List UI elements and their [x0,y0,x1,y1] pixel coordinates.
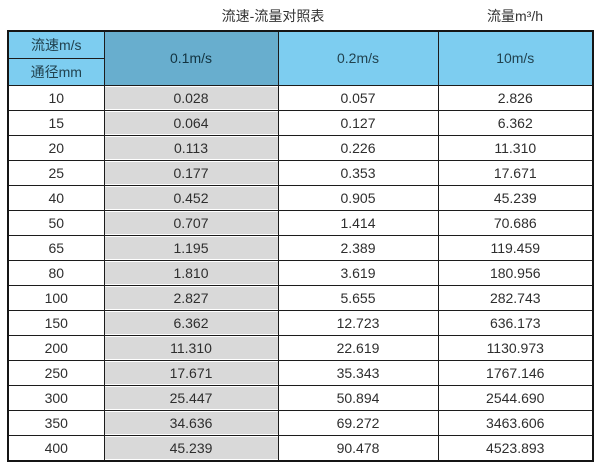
flow-value-cell: 0.707 [103,209,279,236]
table-row: 400 45.239 90.478 4523.893 [7,434,594,462]
header-row-diameter: 通径mm [7,57,593,86]
table-row: 100 2.827 5.655 282.743 [7,284,594,311]
flow-value-cell: 22.619 [277,334,439,361]
diameter-row-label: 通径mm [7,57,105,86]
table-row: 40 0.452 0.905 45.239 [7,184,594,211]
diameter-cell: 100 [7,284,105,311]
flow-value-cell: 3.619 [277,259,439,286]
diameter-cell: 250 [7,359,105,386]
diameter-cell: 200 [7,334,105,361]
flow-value-cell: 0.127 [277,109,439,136]
flow-value-cell: 3463.606 [437,409,594,436]
flow-value-cell: 0.113 [103,134,279,161]
flow-value-cell: 17.671 [437,159,594,186]
table-row: 80 1.810 3.619 180.956 [7,259,594,286]
flow-value-cell: 0.452 [103,184,279,211]
flow-value-cell: 0.177 [103,159,279,186]
flow-value-cell: 6.362 [437,109,594,136]
flow-value-cell: 17.671 [103,359,279,386]
diameter-cell: 65 [7,234,105,261]
table-row: 15 0.064 0.127 6.362 [7,109,594,136]
diameter-cell: 350 [7,409,105,436]
flow-value-cell: 282.743 [437,284,594,311]
flow-value-cell: 90.478 [277,434,439,462]
flow-value-cell: 69.272 [277,409,439,436]
flow-value-cell: 2.826 [437,84,594,111]
flow-value-cell: 180.956 [437,259,594,286]
flow-value-cell: 25.447 [103,384,279,411]
table-row: 350 34.636 69.272 3463.606 [7,409,594,436]
table-row: 150 6.362 12.723 636.173 [7,309,594,336]
flow-value-cell: 0.905 [277,184,439,211]
flow-value-cell: 0.028 [103,84,279,111]
table-row: 20 0.113 0.226 11.310 [7,134,594,161]
flow-value-cell: 5.655 [277,284,439,311]
flow-value-cell: 636.173 [437,309,594,336]
flow-value-cell: 0.353 [277,159,439,186]
flow-value-cell: 11.310 [437,134,594,161]
table-row: 200 11.310 22.619 1130.973 [7,334,594,361]
flow-value-cell: 1130.973 [437,334,594,361]
velocity-col-header-0.2: 0.2m/s [277,30,439,86]
table-caption-bar: 流速-流量对照表 流量m³/h [0,4,600,28]
diameter-cell: 300 [7,384,105,411]
flow-value-cell: 50.894 [277,384,439,411]
diameter-cell: 20 [7,134,105,161]
flow-value-cell: 45.239 [437,184,594,211]
flow-value-cell: 0.226 [277,134,439,161]
page-title: 流速-流量对照表 [221,8,325,24]
table-row: 25 0.177 0.353 17.671 [7,159,594,186]
flow-value-cell: 34.636 [103,409,279,436]
flow-value-cell: 70.686 [437,209,594,236]
diameter-cell: 25 [7,159,105,186]
flow-rate-unit-label: 流量m³/h [487,8,543,24]
flow-table: 流速m/s 0.1m/s 0.2m/s 10m/s 通径mm 10 0.028 … [7,30,594,462]
diameter-cell: 10 [7,84,105,111]
diameter-cell: 50 [7,209,105,236]
diameter-cell: 15 [7,109,105,136]
flow-value-cell: 11.310 [103,334,279,361]
flow-value-cell: 2.389 [277,234,439,261]
flow-value-cell: 119.459 [437,234,594,261]
flow-value-cell: 1.195 [103,234,279,261]
diameter-cell: 80 [7,259,105,286]
flow-value-cell: 1767.146 [437,359,594,386]
table-row: 50 0.707 1.414 70.686 [7,209,594,236]
flow-value-cell: 12.723 [277,309,439,336]
table-row: 250 17.671 35.343 1767.146 [7,359,594,386]
flow-value-cell: 35.343 [277,359,439,386]
table-row: 65 1.195 2.389 119.459 [7,234,594,261]
diameter-cell: 150 [7,309,105,336]
velocity-col-header-0.1: 0.1m/s [103,30,279,86]
velocity-col-header-10: 10m/s [437,30,594,86]
flow-value-cell: 1.810 [103,259,279,286]
header-row-velocity: 流速m/s 0.1m/s 0.2m/s 10m/s [7,30,594,86]
table-row: 10 0.028 0.057 2.826 [7,84,594,111]
diameter-cell: 400 [7,434,105,462]
flow-value-cell: 45.239 [103,434,279,462]
flow-value-cell: 2544.690 [437,384,594,411]
table-row: 300 25.447 50.894 2544.690 [7,384,594,411]
flow-value-cell: 6.362 [103,309,279,336]
velocity-row-label: 流速m/s [7,30,105,59]
flow-value-cell: 1.414 [277,209,439,236]
flow-value-cell: 4523.893 [437,434,594,462]
flow-value-cell: 0.064 [103,109,279,136]
diameter-cell: 40 [7,184,105,211]
flow-value-cell: 0.057 [277,84,439,111]
flow-value-cell: 2.827 [103,284,279,311]
